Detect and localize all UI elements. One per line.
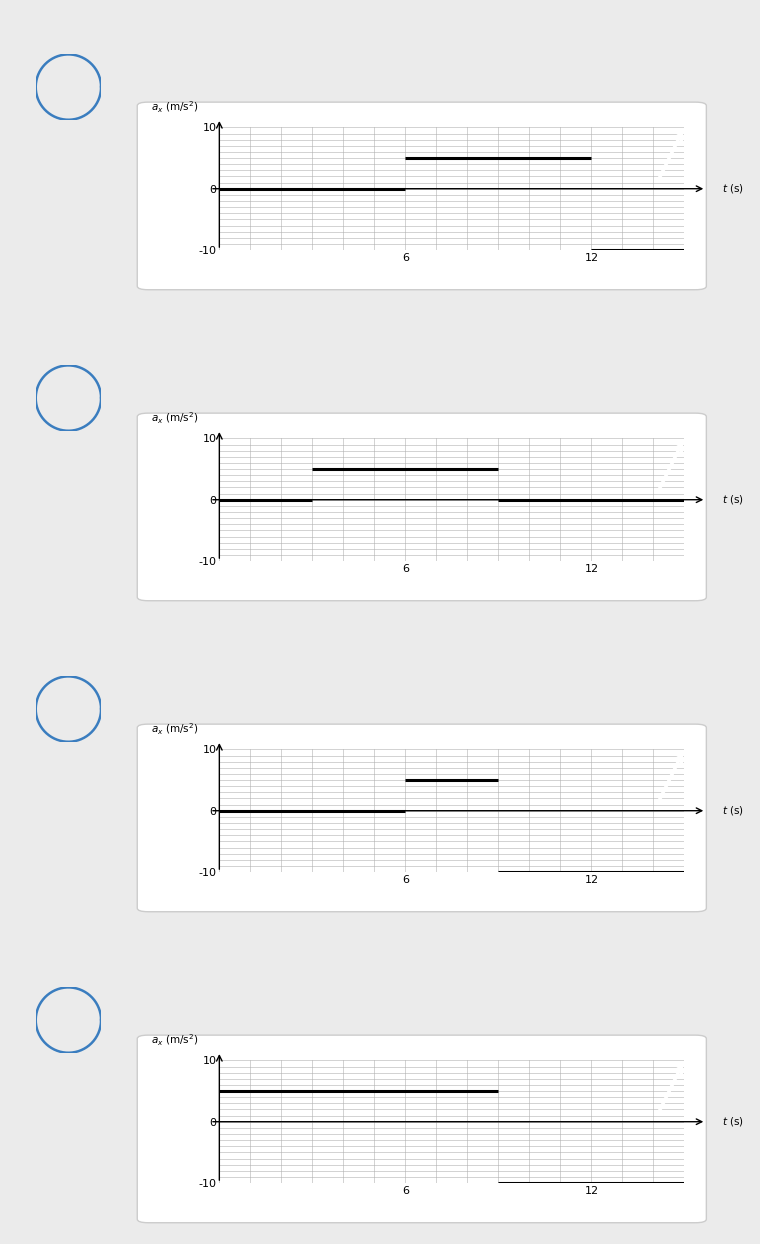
Text: $a_x\ \mathrm{(m/s^2)}$: $a_x\ \mathrm{(m/s^2)}$ [151, 411, 198, 427]
Text: $t\ \mathrm{(s)}$: $t\ \mathrm{(s)}$ [722, 804, 744, 817]
FancyBboxPatch shape [138, 413, 706, 601]
Text: $t\ \mathrm{(s)}$: $t\ \mathrm{(s)}$ [722, 182, 744, 195]
Text: $a_x\ \mathrm{(m/s^2)}$: $a_x\ \mathrm{(m/s^2)}$ [151, 722, 198, 738]
FancyBboxPatch shape [138, 102, 706, 290]
Text: $t\ \mathrm{(s)}$: $t\ \mathrm{(s)}$ [722, 493, 744, 506]
Text: $a_x\ \mathrm{(m/s^2)}$: $a_x\ \mathrm{(m/s^2)}$ [151, 1033, 198, 1049]
FancyBboxPatch shape [138, 1035, 706, 1223]
Text: $a_x\ \mathrm{(m/s^2)}$: $a_x\ \mathrm{(m/s^2)}$ [151, 100, 198, 116]
FancyBboxPatch shape [138, 724, 706, 912]
Text: $t\ \mathrm{(s)}$: $t\ \mathrm{(s)}$ [722, 1115, 744, 1128]
